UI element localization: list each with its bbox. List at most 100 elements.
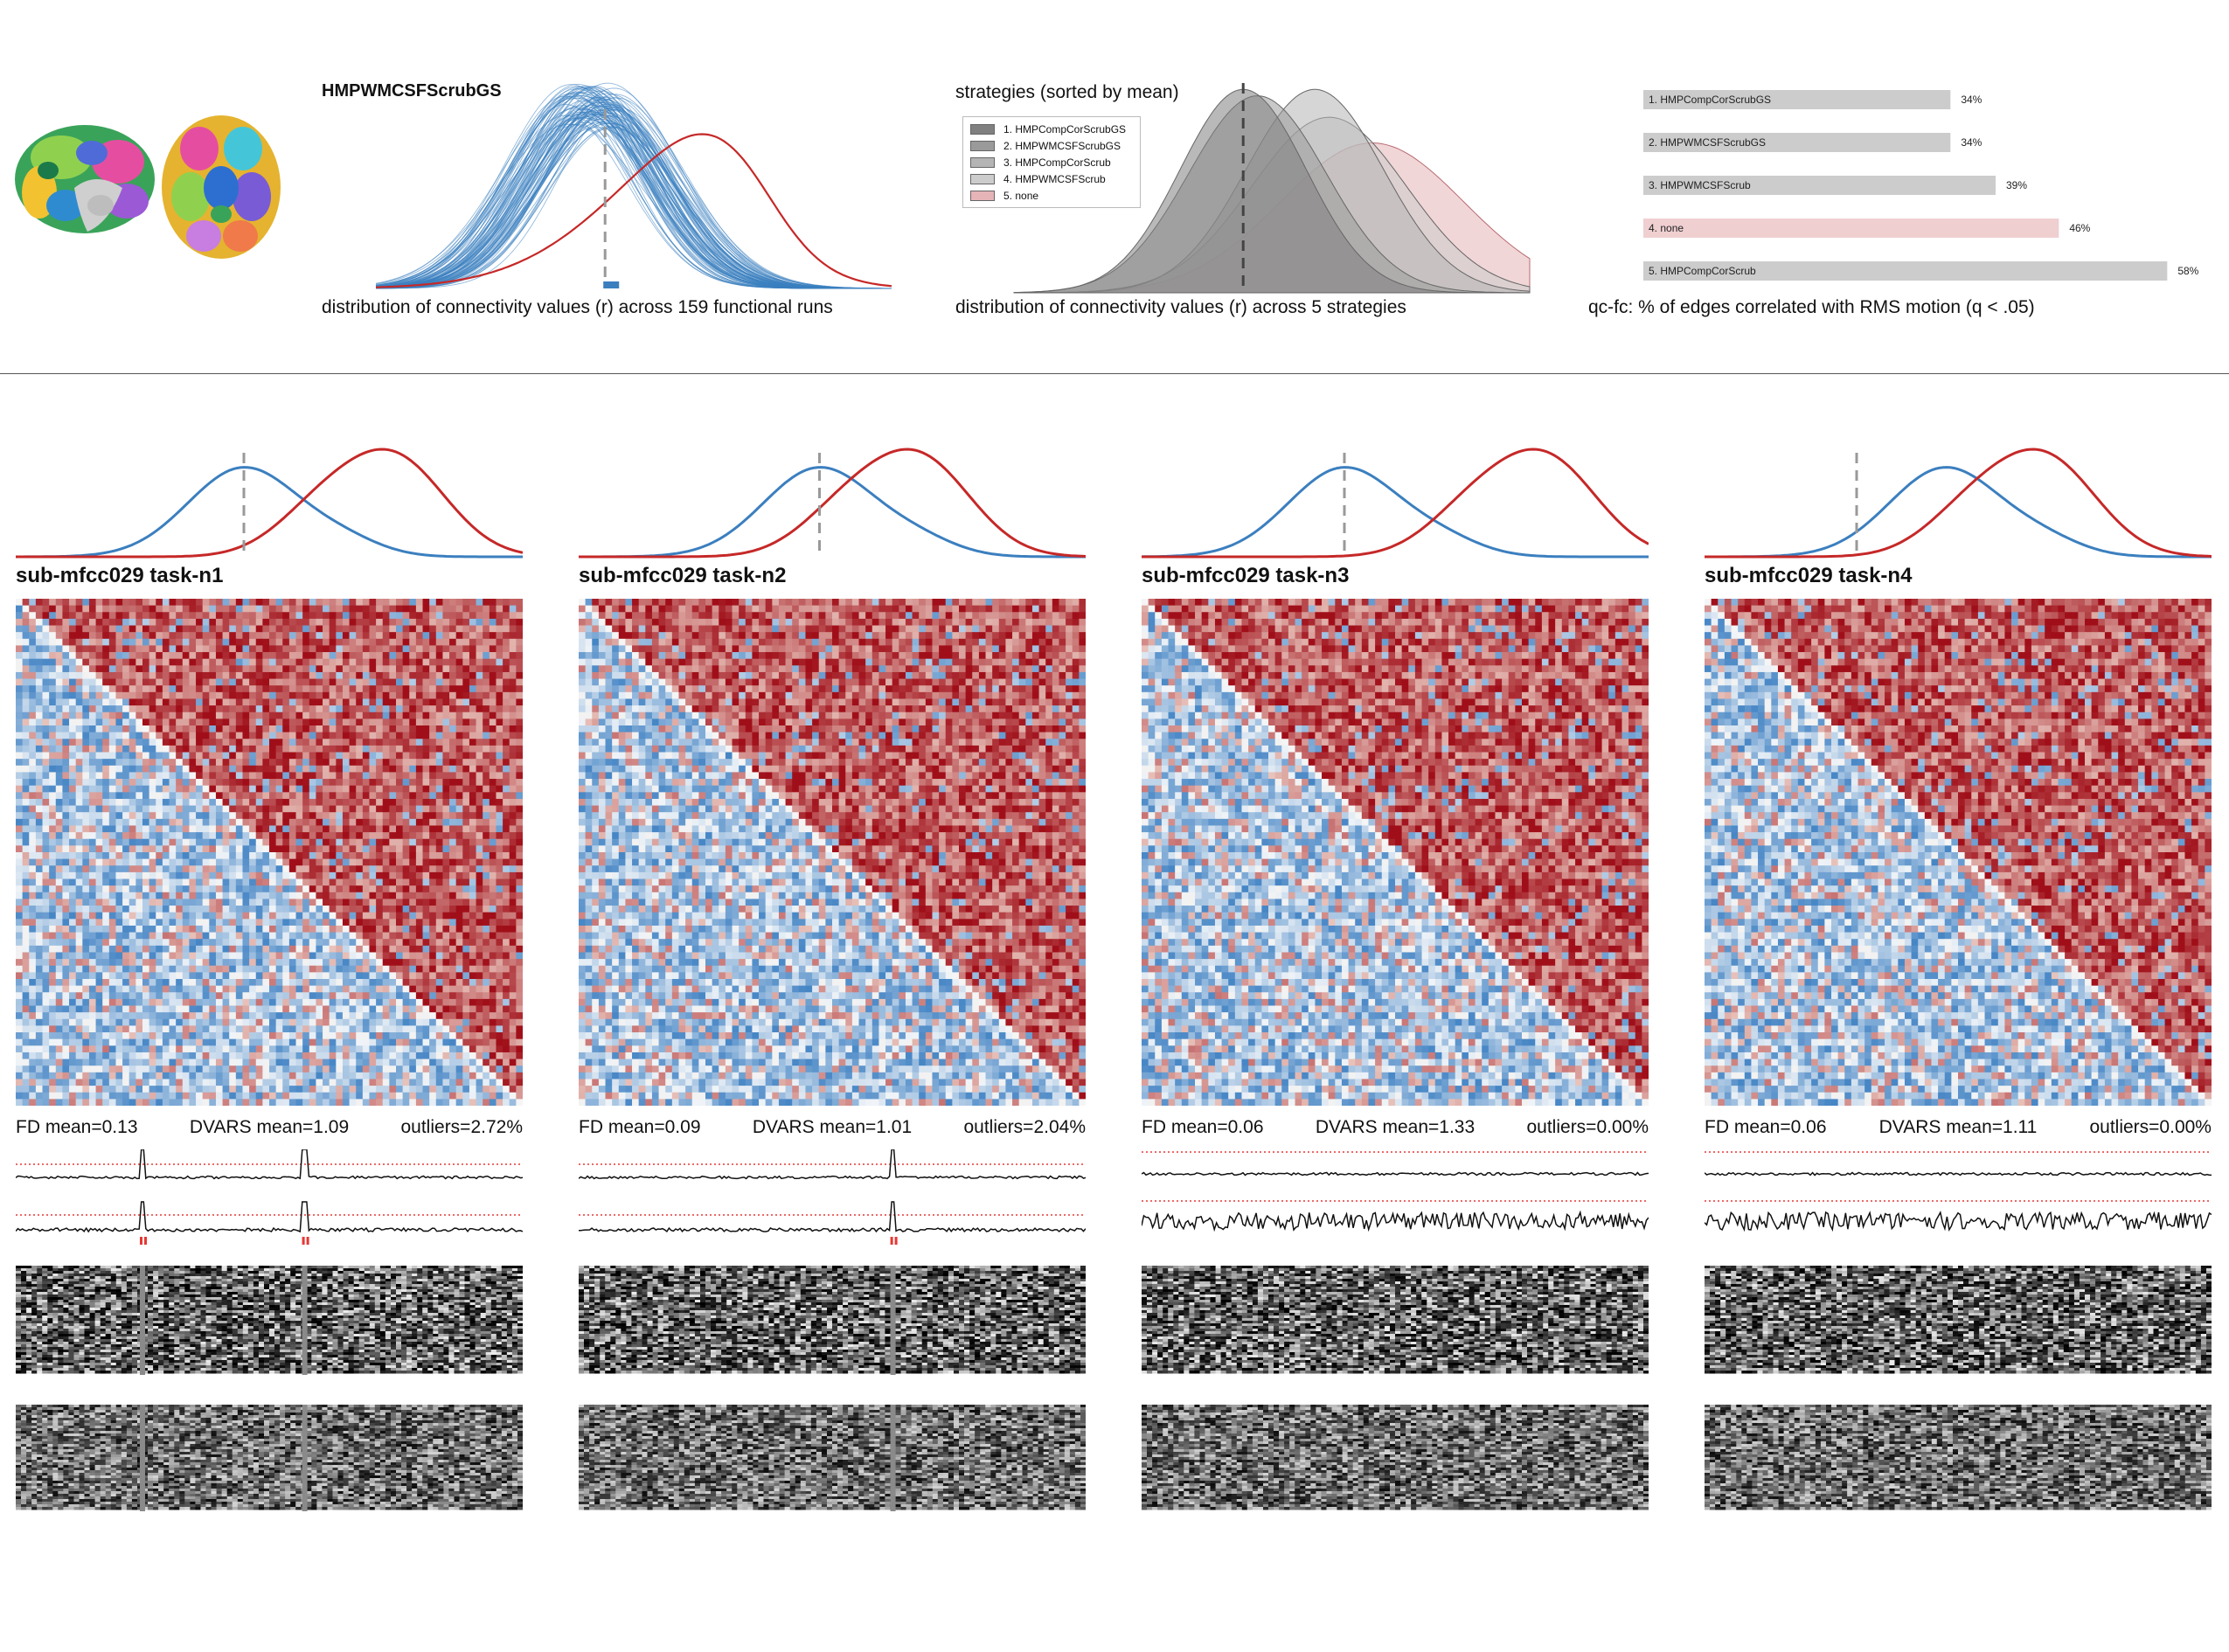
- run-title: sub-mfcc029 task-n4: [1705, 564, 1912, 588]
- run-distribution-line: [375, 93, 892, 289]
- run-distribution-line: [375, 107, 892, 289]
- run-density-plot: [1142, 448, 1649, 559]
- dvars-trace-line: [1705, 1210, 2212, 1232]
- run-stat-fd: FD mean=0.06: [1142, 1117, 1264, 1138]
- qcfc-xlabel: qc-fc: % of edges correlated with RMS mo…: [1588, 297, 2035, 318]
- run-column: sub-mfcc029 task-n2 FD mean=0.09 DVARS mea…: [579, 428, 1086, 1582]
- outlier-marker: [306, 1237, 309, 1245]
- connectivity-matrix: [1142, 599, 1649, 1106]
- run-stat-outliers: outliers=2.04%: [963, 1117, 1086, 1138]
- strategies-legend: 1. HMPCompCorScrubGS 2. HMPWMCSFScrubGS 3.…: [962, 116, 1141, 208]
- run-stat-outliers: outliers=0.00%: [2089, 1117, 2212, 1138]
- qcfc-bar-value: 46%: [2069, 222, 2090, 234]
- run-distribution-line: [375, 87, 892, 289]
- carpet-plot-white-matter: [1705, 1405, 2212, 1510]
- run-stat-fd: FD mean=0.13: [16, 1117, 138, 1138]
- qcfc-bar-label: 2. HMPWMCSFScrubGS: [1649, 136, 1766, 149]
- run-stats-row: FD mean=0.13 DVARS mean=1.09 outliers=2.72…: [16, 1117, 523, 1138]
- run-density-blue-line: [1142, 466, 1649, 559]
- legend-entry: 4. HMPWMCSFScrub: [970, 170, 1133, 187]
- run-stat-dvars: DVARS mean=1.09: [190, 1117, 349, 1138]
- qcfc-bar-label: 3. HMPWMCSFScrub: [1649, 179, 1751, 191]
- strategies-density-plot: [1013, 83, 1531, 294]
- strategies-title: strategies (sorted by mean): [955, 82, 1179, 103]
- qcfc-bar: [1643, 261, 2168, 281]
- qcfc-bar-value: 34%: [1961, 136, 1982, 149]
- run-distributions-title: HMPWMCSFScrubGS: [322, 81, 502, 101]
- run-distribution-line: [375, 83, 892, 289]
- legend-label: 2. HMPWMCSFScrubGS: [1003, 140, 1121, 152]
- legend-swatch: [970, 190, 995, 201]
- run-distribution-line: [375, 119, 892, 289]
- legend-entry: 2. HMPWMCSFScrubGS: [970, 137, 1133, 154]
- run-density-red-line: [579, 448, 1086, 559]
- dvars-trace-line: [16, 1201, 523, 1233]
- carpet-plot-gray-matter: [1705, 1266, 2212, 1374]
- legend-label: 5. none: [1003, 190, 1038, 202]
- outlier-marker: [302, 1237, 305, 1245]
- run-distribution-line: [375, 113, 892, 289]
- run-density-red-line: [1705, 448, 2212, 559]
- qcfc-bar-value: 39%: [2006, 179, 2027, 191]
- run-column: sub-mfcc029 task-n3 FD mean=0.06 DVARS mea…: [1142, 428, 1649, 1582]
- legend-label: 4. HMPWMCSFScrub: [1003, 173, 1106, 185]
- legend-swatch: [970, 123, 995, 135]
- reference-distribution-line: [375, 133, 892, 288]
- legend-entry: 5. none: [970, 187, 1133, 204]
- carpet-plot-gray-matter: [16, 1266, 523, 1375]
- qcfc-bar-value: 34%: [1961, 94, 1982, 106]
- run-title: sub-mfcc029 task-n2: [579, 564, 786, 588]
- connectivity-matrix: [16, 599, 523, 1106]
- motion-traces: [1705, 1151, 2212, 1232]
- run-distribution-line: [375, 84, 892, 289]
- carpet-plot-gray-matter: [1142, 1266, 1649, 1374]
- motion-traces: [1142, 1151, 1649, 1232]
- run-stats-row: FD mean=0.06 DVARS mean=1.33 outliers=0.00…: [1142, 1117, 1649, 1138]
- run-density-red-line: [1142, 448, 1649, 559]
- run-density-blue-line: [1705, 466, 2212, 559]
- run-density-plot: [579, 448, 1086, 559]
- run-distributions-xlabel: distribution of connectivity values (r) …: [322, 297, 833, 318]
- qcfc-bar-chart: 1. HMPCompCorScrubGS 34% 2. HMPWMCSFScrubG…: [1643, 90, 2199, 281]
- qcfc-bar-label: 4. none: [1649, 222, 1684, 234]
- run-column: sub-mfcc029 task-n1 FD mean=0.13 DVARS mea…: [16, 428, 523, 1582]
- run-stat-dvars: DVARS mean=1.11: [1879, 1117, 2038, 1138]
- run-distribution-line: [375, 93, 892, 289]
- qcfc-bar: [1643, 133, 1951, 152]
- mean-rug-marker: [603, 281, 620, 288]
- carpet-plot-gray-matter: [579, 1266, 1086, 1375]
- run-stat-fd: FD mean=0.09: [579, 1117, 701, 1138]
- strategy-density-area: [1013, 88, 1530, 294]
- dvars-trace-line: [1142, 1210, 1649, 1232]
- run-column: sub-mfcc029 task-n4 FD mean=0.06 DVARS mea…: [1705, 428, 2212, 1582]
- run-density-plot: [16, 448, 523, 559]
- fd-trace-line: [1705, 1171, 2212, 1177]
- fd-trace-line: [1142, 1171, 1649, 1177]
- carpet-plot-white-matter: [16, 1405, 523, 1511]
- atlas-sagittal-image: [13, 118, 157, 249]
- dvars-trace-line: [579, 1201, 1086, 1233]
- run-stat-dvars: DVARS mean=1.01: [753, 1117, 912, 1138]
- run-stat-outliers: outliers=0.00%: [1526, 1117, 1649, 1138]
- strategies-xlabel: distribution of connectivity values (r) …: [955, 297, 1406, 318]
- qcfc-bar-label: 1. HMPCompCorScrubGS: [1649, 94, 1771, 106]
- motion-traces: [579, 1149, 1086, 1245]
- motion-traces: [16, 1149, 523, 1245]
- run-title: sub-mfcc029 task-n1: [16, 564, 223, 588]
- outlier-marker: [140, 1237, 142, 1245]
- section-divider: [0, 373, 2229, 374]
- run-stats-row: FD mean=0.09 DVARS mean=1.01 outliers=2.04…: [579, 1117, 1086, 1138]
- atlas-axial-image: [160, 114, 282, 260]
- run-density-blue-line: [16, 466, 523, 559]
- run-stat-dvars: DVARS mean=1.33: [1316, 1117, 1475, 1138]
- run-density-red-line: [16, 448, 523, 559]
- qcfc-bar-value: 58%: [2177, 265, 2198, 277]
- qcfc-bar-label: 5. HMPCompCorScrub: [1649, 265, 1756, 277]
- legend-swatch: [970, 173, 995, 184]
- connectivity-matrix: [1705, 599, 2212, 1106]
- run-distributions-plot: [375, 82, 892, 289]
- qcfc-bar: [1643, 90, 1951, 109]
- connectivity-matrix: [579, 599, 1086, 1106]
- carpet-plot-white-matter: [579, 1405, 1086, 1511]
